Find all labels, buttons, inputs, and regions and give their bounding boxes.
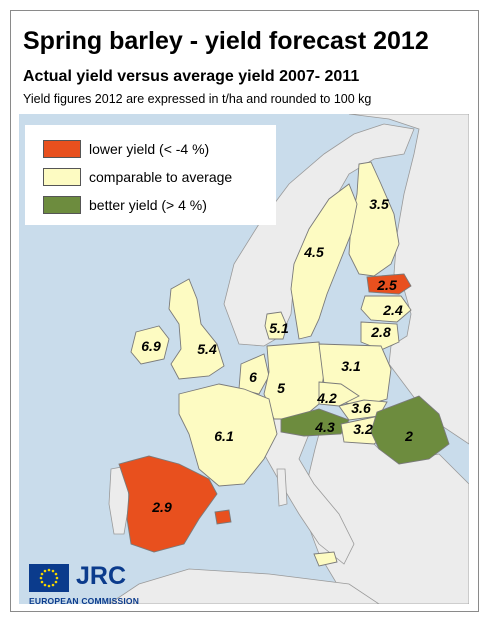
legend-swatch-comparable — [43, 168, 81, 186]
value-france: 6.1 — [214, 428, 234, 444]
country-sweden — [290, 183, 358, 340]
map-area: 3.5 4.5 2.5 2.4 2.8 5.1 6.9 5.4 6 5 3.1 … — [19, 114, 469, 604]
legend-label-comparable: comparable to average — [89, 169, 233, 185]
europe-map: 3.5 4.5 2.5 2.4 2.8 5.1 6.9 5.4 6 5 3.1 … — [108, 114, 469, 604]
value-spain: 2.9 — [151, 499, 172, 515]
legend-label-lower: lower yield (< -4 %) — [89, 141, 210, 157]
land-east — [348, 114, 469, 445]
value-hungary: 3.2 — [353, 421, 373, 437]
country-balearic — [214, 509, 232, 525]
country-slovakia — [338, 399, 388, 421]
land-italy — [248, 413, 355, 565]
value-poland: 3.1 — [341, 358, 361, 374]
country-latvia — [360, 295, 412, 323]
country-estonia — [366, 273, 412, 295]
legend-item-comparable: comparable to average — [43, 167, 232, 187]
value-germany: 5 — [277, 380, 285, 396]
value-belgium: 6 — [249, 369, 257, 385]
value-denmark: 5.1 — [269, 320, 289, 336]
value-finland: 3.5 — [369, 196, 389, 212]
legend-swatch-lower — [43, 140, 81, 158]
country-austria — [280, 408, 350, 437]
legend-label-better: better yield (> 4 %) — [89, 197, 207, 213]
eu-flag-icon — [29, 564, 69, 592]
value-uk: 5.4 — [197, 341, 217, 357]
country-uk — [168, 278, 225, 380]
value-lithuania: 2.8 — [370, 324, 391, 340]
map-note: Yield figures 2012 are expressed in t/ha… — [23, 92, 372, 106]
country-sicily — [313, 551, 338, 567]
map-title: Spring barley - yield forecast 2012 — [23, 27, 429, 55]
value-slovakia: 3.6 — [351, 400, 371, 416]
value-austria: 4.3 — [314, 419, 335, 435]
map-frame: Spring barley - yield forecast 2012 Actu… — [10, 10, 479, 612]
legend-item-lower: lower yield (< -4 %) — [43, 139, 209, 159]
land-corsica-sardinia — [276, 468, 288, 507]
value-sweden: 4.5 — [303, 244, 324, 260]
value-latvia: 2.4 — [382, 302, 403, 318]
value-romania: 2 — [404, 428, 413, 444]
country-france — [178, 383, 278, 487]
country-romania — [370, 395, 450, 465]
value-czech: 4.2 — [316, 390, 337, 406]
country-ireland — [130, 325, 170, 365]
country-czech — [318, 381, 360, 407]
value-ireland: 6.9 — [141, 338, 161, 354]
european-commission-label: EUROPEAN COMMISSION — [29, 596, 140, 606]
country-lithuania — [360, 321, 400, 351]
country-germany — [263, 341, 325, 420]
land-north-africa — [108, 568, 380, 604]
value-estonia: 2.5 — [376, 277, 397, 293]
country-finland — [348, 161, 400, 277]
legend-swatch-better — [43, 196, 81, 214]
legend-item-better: better yield (> 4 %) — [43, 195, 207, 215]
legend: lower yield (< -4 %) comparable to avera… — [25, 125, 276, 225]
country-netherlands-belgium — [238, 353, 270, 395]
jrc-wordmark: JRC — [76, 562, 127, 590]
country-denmark — [264, 311, 288, 340]
map-subtitle: Actual yield versus average yield 2007- … — [23, 68, 360, 85]
country-spain — [118, 455, 218, 553]
